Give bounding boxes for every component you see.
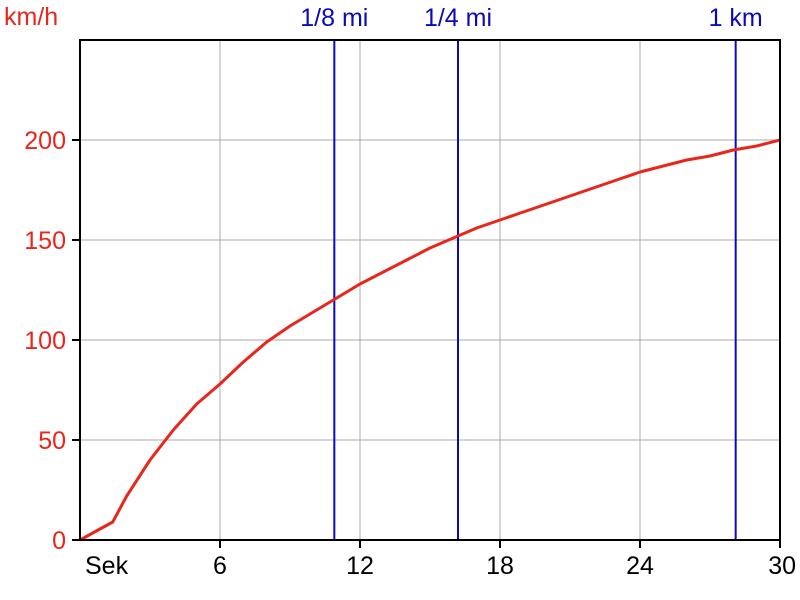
grid: [80, 40, 780, 540]
series-layer: [79, 138, 781, 542]
x-tick-label: 24: [626, 552, 654, 580]
distance-marker-label: 1 km: [709, 4, 763, 32]
plot-frame: [79, 39, 781, 541]
distance-marker-label: 1/8 mi: [300, 4, 368, 32]
distance-markers: 1/8 mi 1/4 mi 1 km: [300, 4, 763, 540]
speed-series-line: [79, 138, 781, 542]
x-axis-ticks: 6 12 18 24 30: [213, 540, 796, 580]
distance-marker-label: 1/4 mi: [424, 4, 492, 32]
y-axis-ticks: 0 50 100 150 200: [24, 127, 80, 555]
y-tick-label: 200: [24, 127, 66, 155]
x-tick-label: 30: [768, 552, 796, 580]
x-axis-unit-label: Sek: [85, 552, 129, 580]
x-tick-label: 6: [213, 552, 227, 580]
x-tick-label: 18: [486, 552, 514, 580]
y-tick-label: 150: [24, 227, 66, 255]
x-tick-label: 12: [346, 552, 374, 580]
y-tick-label: 50: [38, 427, 66, 455]
y-axis-unit-label: km/h: [4, 3, 58, 31]
y-tick-label: 100: [24, 327, 66, 355]
y-tick-label: 0: [52, 527, 66, 555]
